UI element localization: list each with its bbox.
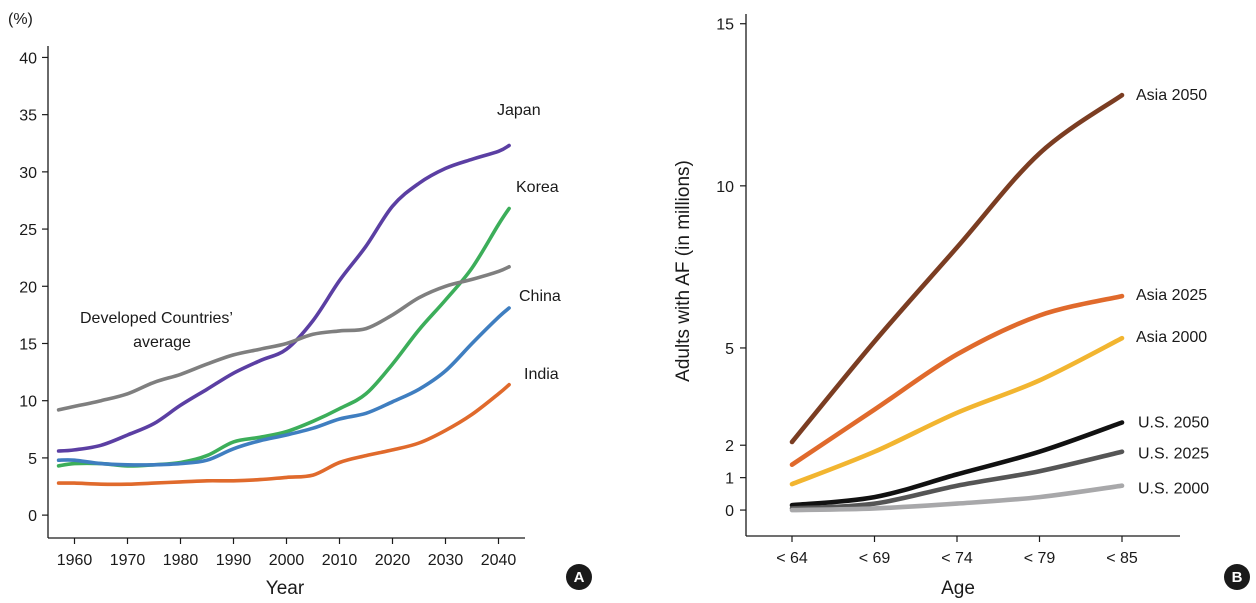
panel-b-x-tick-label: < 64 (776, 550, 808, 567)
series-line-korea (56, 206, 511, 468)
series-line-u-s-2050 (789, 420, 1125, 508)
panel-b-x-tick-label: < 79 (1024, 550, 1056, 567)
panel-b-x-tick-label: < 85 (1106, 550, 1138, 567)
panel-a-y-tick-label: 30 (19, 165, 37, 182)
panel-a-y-tick-label: 25 (19, 222, 37, 239)
label-asia-2050: Asia 2050 (1136, 87, 1207, 104)
panel-a-x-tick-label: 2010 (322, 552, 358, 569)
panel-a-y-tick-label: 5 (28, 451, 37, 468)
panel-b-y-tick-label: 10 (716, 179, 734, 196)
panel-a-x-tick-label: 1990 (216, 552, 252, 569)
panel-a-y-tick-label: 35 (19, 108, 37, 125)
series-line-asia-2000 (789, 335, 1125, 487)
panel-b-y-tick-label: 15 (716, 17, 734, 34)
panel-a-chart: (%) 0 5 10 15 20 25 30 35 40 1960 1970 1980 1990 200… (8, 11, 592, 599)
label-developed-line2: average (133, 334, 191, 351)
panel-a-y-tick-label: 40 (19, 50, 37, 67)
panel-b-y-axis-title: Adults with AF (in millions) (673, 160, 694, 382)
panel-b-y-tick-label: 1 (725, 471, 734, 488)
panel-b-x-axis-title: Age (941, 578, 975, 599)
panel-a-x-tick-label: 2020 (375, 552, 411, 569)
panel-a-y-tick-label: 0 (28, 508, 37, 525)
series-line-u-s-2000 (789, 483, 1125, 513)
label-u-s-2050: U.S. 2050 (1138, 415, 1209, 432)
panel-b-y-tick-label: 5 (725, 341, 734, 358)
panel-a-badge: A (566, 564, 592, 590)
label-india: India (524, 366, 559, 383)
series-line-asia-2025 (789, 293, 1125, 467)
panel-b-y-ticks: 0 1 2 5 10 15 (716, 17, 746, 520)
label-japan: Japan (497, 102, 541, 119)
series-line-asia-2050 (789, 92, 1125, 445)
panel-b-x-ticks: < 64 < 69 < 74 < 79 < 85 (776, 536, 1138, 567)
panel-a-x-tick-label: 2030 (428, 552, 464, 569)
panel-a-series-lines (56, 143, 511, 487)
panel-a-y-tick-label: 15 (19, 336, 37, 353)
panel-a-x-tick-label: 1970 (110, 552, 146, 569)
label-korea: Korea (516, 179, 559, 196)
panel-a-x-tick-label: 1960 (57, 552, 93, 569)
series-line-japan (56, 143, 511, 453)
panel-a-y-ticks: 0 5 10 15 20 25 30 35 40 (19, 50, 48, 525)
panel-a-x-ticks: 1960 1970 1980 1990 2000 2010 2020 2030 2040 (57, 538, 517, 569)
svg-text:A: A (574, 569, 585, 586)
panel-b-series-labels: Asia 2050 Asia 2025 Asia 2000 U.S. 2050 U.S.… (1136, 87, 1209, 498)
series-line-developed-countries-average (56, 265, 511, 412)
panel-b-x-tick-label: < 74 (941, 550, 973, 567)
label-china: China (519, 288, 561, 305)
panel-a-y-tick-label: 10 (19, 394, 37, 411)
panel-a-x-tick-label: 2000 (269, 552, 305, 569)
label-developed-line1: Developed Countries’ (80, 310, 233, 327)
panel-b-y-tick-label: 0 (725, 503, 734, 520)
panel-a-y-tick-label: 20 (19, 279, 37, 296)
label-asia-2000: Asia 2000 (1136, 329, 1207, 346)
series-line-india (56, 382, 511, 487)
panel-a-x-tick-label: 1980 (163, 552, 199, 569)
panel-a-unit-label: (%) (8, 11, 33, 28)
series-line-china (56, 306, 511, 467)
panel-a-x-tick-label: 2040 (481, 552, 517, 569)
panel-b-x-tick-label: < 69 (859, 550, 891, 567)
panel-b-badge: B (1224, 564, 1250, 590)
label-asia-2025: Asia 2025 (1136, 287, 1207, 304)
series-line-u-s-2025 (789, 449, 1125, 511)
label-u-s-2000: U.S. 2000 (1138, 481, 1209, 498)
panel-b-y-tick-label: 2 (725, 438, 734, 455)
label-u-s-2025: U.S. 2025 (1138, 446, 1209, 463)
svg-text:B: B (1232, 569, 1243, 586)
panel-b-series-lines (789, 92, 1125, 513)
panel-a-x-axis-title: Year (266, 578, 305, 599)
